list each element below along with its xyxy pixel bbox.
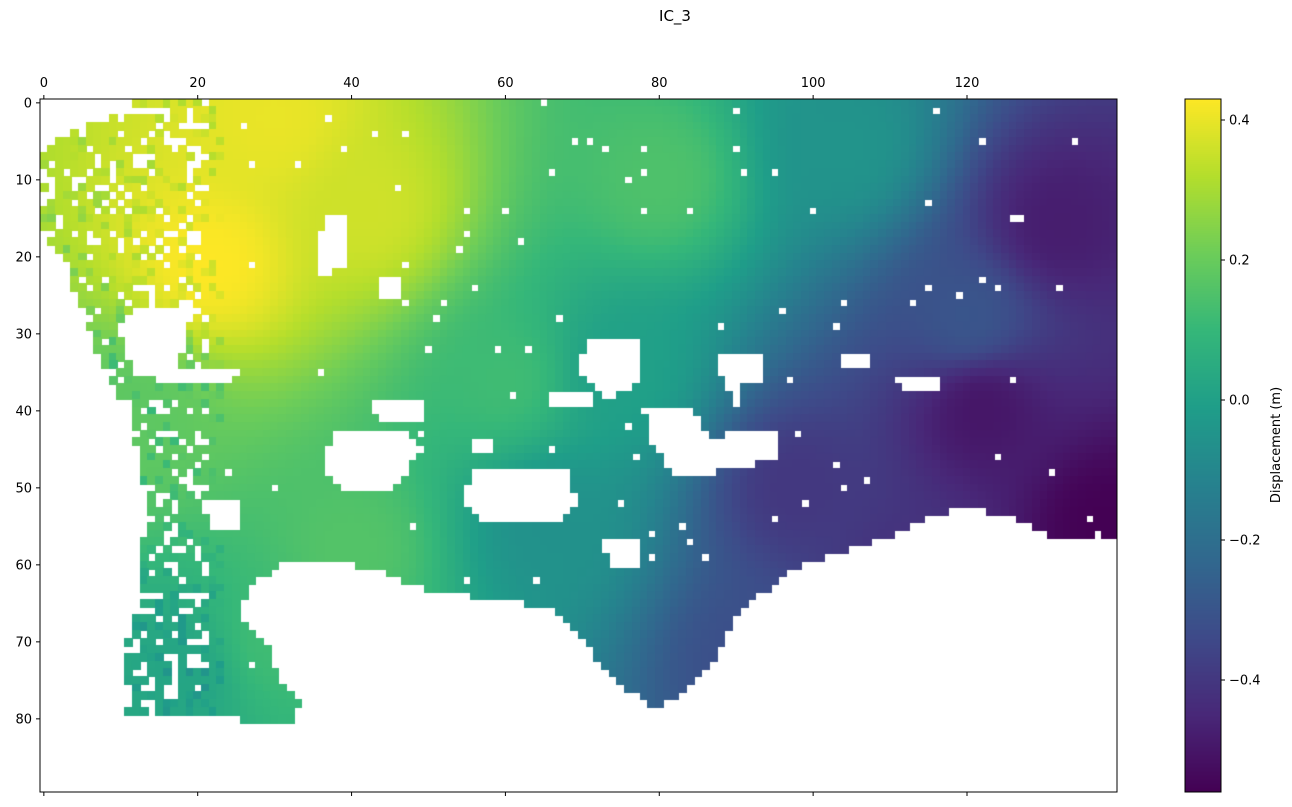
y-tick-label: 80: [15, 712, 32, 727]
chart-title: IC_3: [659, 7, 691, 26]
y-tick-label: 30: [15, 327, 32, 342]
colorbar: 0.4 0.2 0.0 −0.2 −0.4 Displacement (m): [1184, 98, 1284, 793]
colorbar-tick-label: −0.4: [1229, 674, 1261, 689]
x-tick-label: 60: [497, 76, 514, 91]
y-tick-label: 20: [15, 250, 32, 265]
x-tick-label: 0: [40, 76, 48, 91]
y-tick-label: 60: [15, 558, 32, 573]
y-axis: 0 10 20 30 40 50 60 70 80: [15, 96, 40, 727]
y-tick-label: 70: [15, 635, 32, 650]
colorbar-frame: [1184, 98, 1222, 793]
x-axis: 0 20 40 60 80 100 120: [40, 76, 980, 796]
colorbar-gradient: [1185, 99, 1221, 792]
y-tick-label: 50: [15, 481, 32, 496]
colorbar-tick-label: −0.2: [1229, 534, 1261, 549]
x-tick-label: 120: [955, 76, 980, 91]
y-tick-label: 40: [15, 404, 32, 419]
x-tick-label: 80: [651, 76, 668, 91]
plot-frame: [39, 98, 1118, 793]
heatmap-canvas: [40, 99, 1117, 792]
colorbar-tick-label: 0.0: [1229, 394, 1250, 409]
colorbar-tick-label: 0.2: [1229, 254, 1250, 269]
x-tick-label: 40: [343, 76, 360, 91]
colorbar-label: Displacement (m): [1269, 387, 1284, 503]
x-tick-label: 100: [801, 76, 826, 91]
colorbar-tick-label: 0.4: [1229, 114, 1250, 129]
y-tick-label: 0: [24, 96, 32, 111]
x-tick-label: 20: [189, 76, 206, 91]
colorbar-ticks: 0.4 0.2 0.0 −0.2 −0.4: [1221, 114, 1261, 689]
y-tick-label: 10: [15, 173, 32, 188]
heatmap: [40, 99, 1117, 792]
